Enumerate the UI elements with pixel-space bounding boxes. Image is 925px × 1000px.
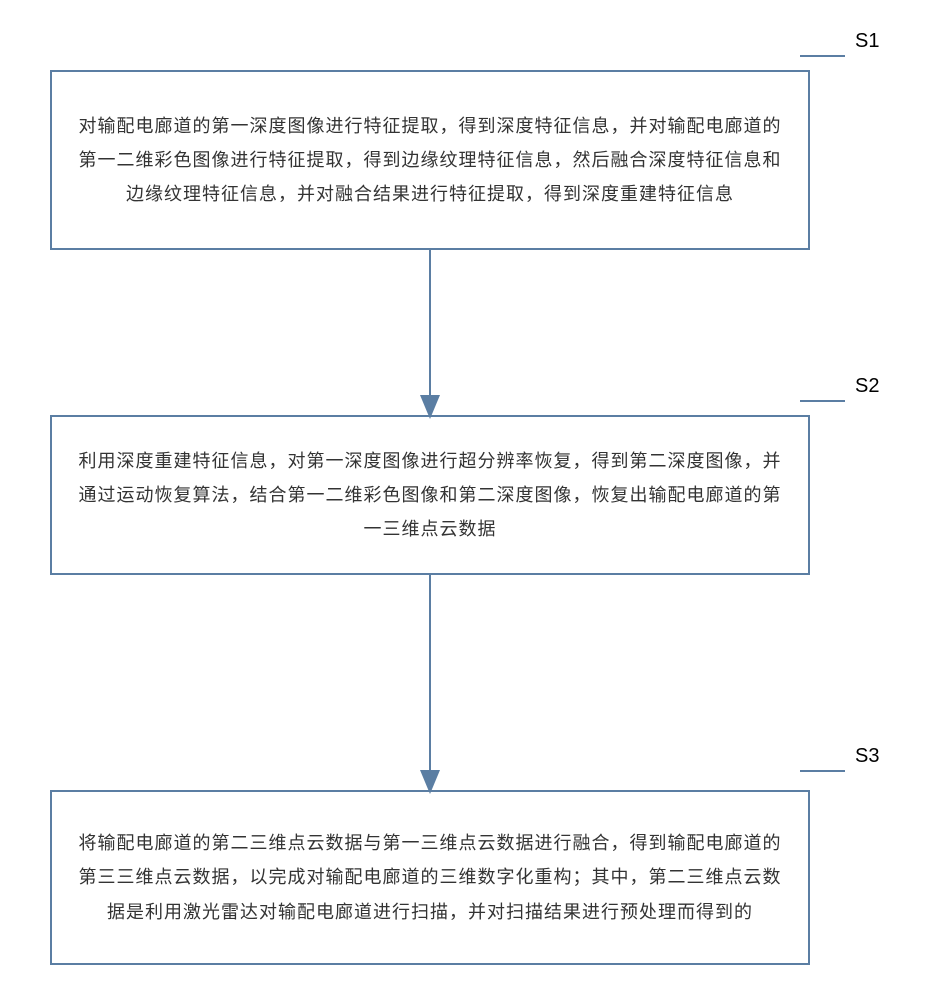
- node-text: 利用深度重建特征信息，对第一深度图像进行超分辨率恢复，得到第二深度图像，并通过运…: [76, 444, 784, 547]
- node-text: 对输配电廊道的第一深度图像进行特征提取，得到深度特征信息，并对输配电廊道的第一二…: [76, 109, 784, 212]
- label-leader-s2: [800, 400, 845, 402]
- flowchart-canvas: 对输配电廊道的第一深度图像进行特征提取，得到深度特征信息，并对输配电廊道的第一二…: [0, 0, 925, 1000]
- flowchart-node-s2: 利用深度重建特征信息，对第一深度图像进行超分辨率恢复，得到第二深度图像，并通过运…: [50, 415, 810, 575]
- label-leader-s3: [800, 770, 845, 772]
- node-text: 将输配电廊道的第二三维点云数据与第一三维点云数据进行融合，得到输配电廊道的第三三…: [76, 826, 784, 929]
- step-label-s1: S1: [855, 30, 879, 53]
- step-label-s3: S3: [855, 745, 879, 768]
- label-leader-s1: [800, 55, 845, 57]
- step-label-s2: S2: [855, 375, 879, 398]
- flowchart-node-s1: 对输配电廊道的第一深度图像进行特征提取，得到深度特征信息，并对输配电廊道的第一二…: [50, 70, 810, 250]
- flowchart-node-s3: 将输配电廊道的第二三维点云数据与第一三维点云数据进行融合，得到输配电廊道的第三三…: [50, 790, 810, 965]
